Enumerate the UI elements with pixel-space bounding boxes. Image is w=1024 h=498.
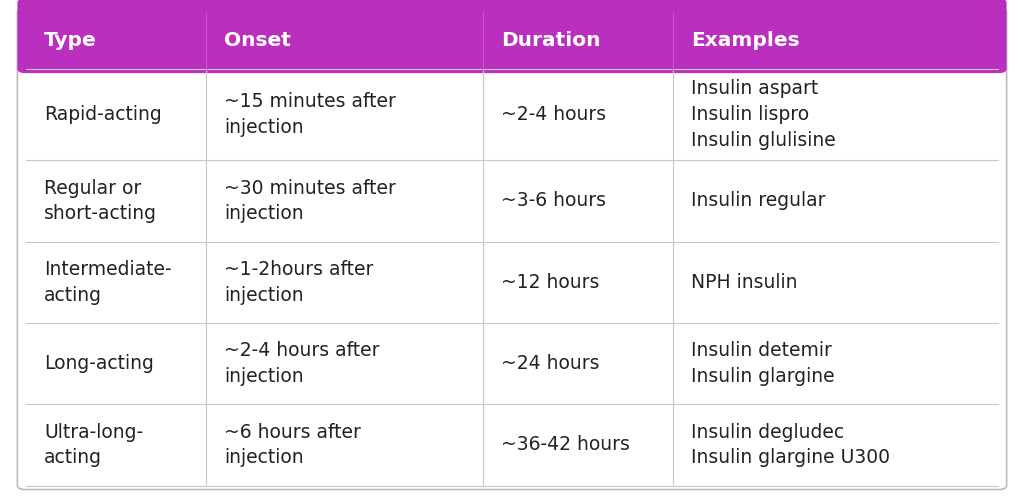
Text: ~1-2hours after
injection: ~1-2hours after injection [224,260,374,305]
Text: Insulin regular: Insulin regular [691,191,825,211]
Text: ~36-42 hours: ~36-42 hours [502,435,630,454]
Text: ~2-4 hours after
injection: ~2-4 hours after injection [224,341,380,386]
Text: Insulin degludec
Insulin glargine U300: Insulin degludec Insulin glargine U300 [691,422,890,467]
Text: Type: Type [44,31,97,50]
Text: Regular or
short-acting: Regular or short-acting [44,179,157,223]
Bar [26,323,998,404]
Text: ~6 hours after
injection: ~6 hours after injection [224,422,360,467]
Text: ~24 hours: ~24 hours [502,354,600,373]
FancyBboxPatch shape [17,8,1007,490]
Text: Onset: Onset [224,31,291,50]
Bar [26,160,998,242]
Text: ~2-4 hours: ~2-4 hours [502,105,606,124]
Bar [26,404,998,486]
Text: Insulin aspart
Insulin lispro
Insulin glulisine: Insulin aspart Insulin lispro Insulin gl… [691,80,836,150]
FancyBboxPatch shape [17,0,1007,73]
Text: Duration: Duration [502,31,601,50]
Text: ~15 minutes after
injection: ~15 minutes after injection [224,92,396,137]
Text: Examples: Examples [691,31,800,50]
Bar [26,58,998,69]
Text: Insulin detemir
Insulin glargine: Insulin detemir Insulin glargine [691,341,835,386]
Text: Long-acting: Long-acting [44,354,154,373]
Text: Rapid-acting: Rapid-acting [44,105,162,124]
Text: NPH insulin: NPH insulin [691,273,798,292]
Text: ~12 hours: ~12 hours [502,273,600,292]
Bar [26,242,998,323]
Text: Intermediate-
acting: Intermediate- acting [44,260,172,305]
Text: Ultra-long-
acting: Ultra-long- acting [44,422,143,467]
Text: ~30 minutes after
injection: ~30 minutes after injection [224,179,396,223]
Text: ~3-6 hours: ~3-6 hours [502,191,606,211]
Bar [26,69,998,160]
